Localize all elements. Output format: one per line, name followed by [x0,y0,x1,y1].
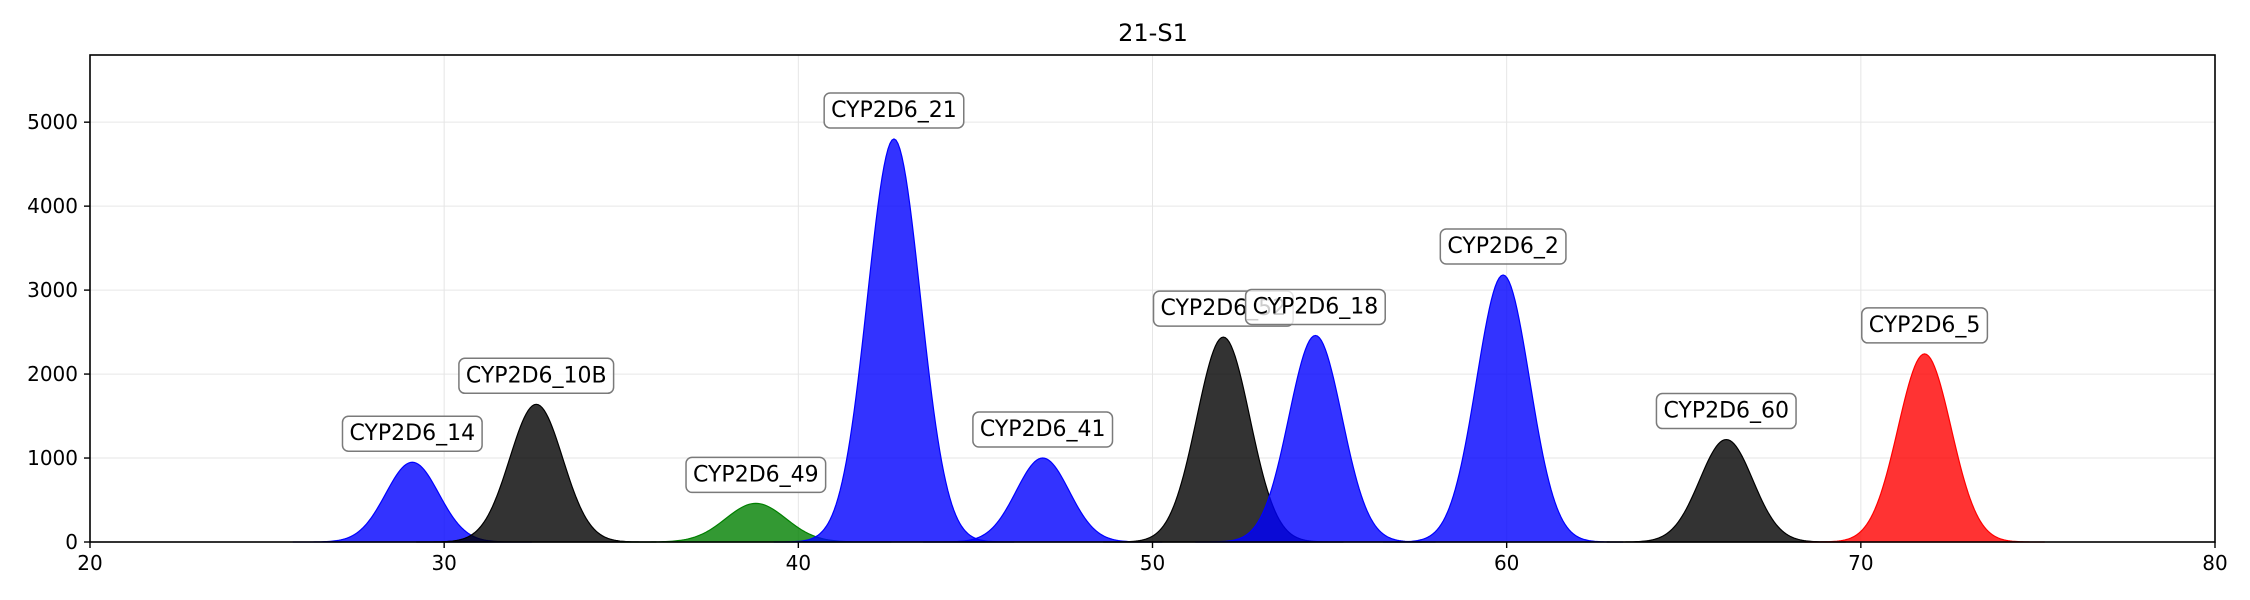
peak-area-cyp2d6-60 [1606,438,1846,543]
peak-label-cyp2d6-5: CYP2D6_5 [1861,307,1989,344]
peak-label-box [823,92,965,129]
peak-label-cyp2d6-18: CYP2D6_18 [1244,288,1386,326]
x-tick-label: 30 [431,551,456,575]
peak-label-text: CYP2D6_60 [1663,399,1789,424]
peak-label-text: CYP2D6_2 [1447,234,1559,259]
peak-label-box [685,456,827,494]
peak-label-text: CYP2D6_10B [466,363,607,388]
y-tick-label: 5000 [27,110,78,134]
x-tick-label: 60 [1494,551,1519,575]
peak-area-cyp2d6-10b [416,403,657,543]
peaks [292,138,2045,543]
peak-label-box [1655,392,1797,430]
peak-label-cyp2d6-14: CYP2D6_14 [341,415,483,452]
y-tick-label: 1000 [27,446,78,470]
x-tick-label: 40 [786,551,811,575]
x-tick-label: 50 [1140,551,1165,575]
y-tick-label: 2000 [27,362,78,386]
peak-label-text: CYP2D6_41 [980,417,1106,442]
peak-label-box [1861,307,1989,344]
peak-area-cyp2d6-18 [1195,334,1436,543]
peak-area-cyp2d6-5 [1804,353,2045,543]
x-tick-label: 70 [1848,551,1873,575]
peak-label-box [1439,228,1567,265]
y-tick-label: 0 [65,530,78,554]
peak-label-text: CYP2D6_18 [1253,294,1379,319]
chart-title: 21-S1 [1118,19,1188,47]
peak-label-cyp2d6-2: CYP2D6_2 [1439,228,1567,265]
peak-label-cyp2d6-10b: CYP2D6_10B [458,357,615,395]
peak-label-text: CYP2D6_14 [349,421,475,446]
peak-label-cyp2d6-49: CYP2D6_49 [685,456,827,494]
peak-label-box [1244,288,1386,326]
peak-label-text: CYP2D6_5 [1869,313,1981,338]
peak-label-box [341,415,483,452]
x-tick-label: 20 [77,551,102,575]
peak-label-cyp2d6-41: CYP2D6_41 [972,411,1114,448]
y-tick-label: 4000 [27,194,78,218]
peak-area-cyp2d6-2 [1382,274,1624,543]
x-tick-label: 80 [2202,551,2227,575]
peak-label-text: CYP2D6_21 [831,98,957,123]
axes: 20 30 40 50 60 70 80 0 1000 2000 3000 4000 5000 [27,110,2228,575]
y-tick-label: 3000 [27,278,78,302]
peak-label-text: CYP2D6_49 [693,462,819,487]
peak-label-cyp2d6-21: CYP2D6_21 [823,92,965,129]
peak-label-box [972,411,1114,448]
peak-labels: CYP2D6_14 CYP2D6_10B CYP2D6_49 CYP2D6_21 CYP… [341,92,1989,494]
peak-label-cyp2d6-60: CYP2D6_60 [1655,392,1797,430]
peak-label-box [458,357,615,395]
grid [90,55,2215,542]
